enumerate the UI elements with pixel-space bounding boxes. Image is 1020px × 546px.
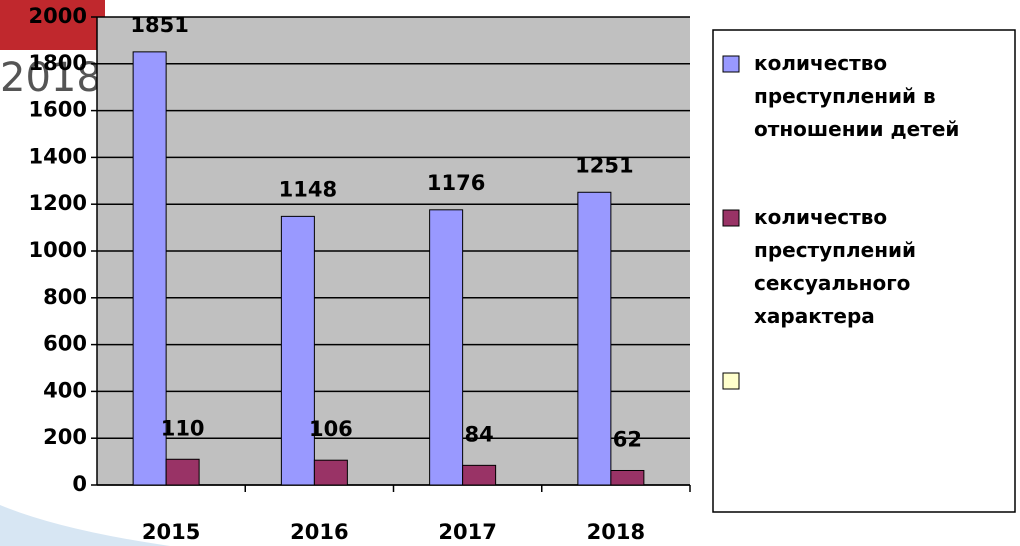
data-label: 1148 (279, 177, 337, 201)
y-tick-label: 1600 (29, 98, 87, 122)
bar (577, 191, 612, 486)
data-label: 106 (309, 417, 353, 441)
data-label: 1851 (130, 13, 188, 37)
x-tick-label: 2017 (438, 520, 496, 544)
bar (429, 209, 464, 486)
y-tick-label: 800 (43, 285, 87, 309)
data-label: 62 (613, 427, 642, 451)
y-tick-label: 1800 (29, 51, 87, 75)
legend-box (712, 29, 1016, 513)
data-label: 110 (161, 416, 205, 440)
bar (132, 51, 167, 486)
y-tick-label: 1400 (29, 144, 87, 168)
y-tick-label: 200 (43, 425, 87, 449)
data-label: 1176 (427, 171, 485, 195)
legend-label: количество преступлений сексуального характ… (754, 205, 916, 328)
bar (610, 469, 645, 486)
bar (165, 458, 200, 486)
y-tick-label: 0 (72, 472, 87, 496)
legend-swatch (722, 209, 740, 227)
legend-swatch-empty (722, 372, 740, 390)
data-label: 84 (465, 422, 494, 446)
bar (313, 459, 348, 486)
y-tick-label: 600 (43, 332, 87, 356)
decor-red-block (0, 0, 105, 50)
y-tick-label: 1000 (29, 238, 87, 262)
decor-swoosh (0, 505, 170, 546)
bar (462, 464, 497, 486)
background-text: 2018 (0, 55, 102, 101)
legend-swatch (722, 55, 740, 73)
x-tick-label: 2018 (587, 520, 645, 544)
bar (280, 215, 315, 486)
y-tick-label: 1200 (29, 191, 87, 215)
legend-label: количество преступлений в отношении детей (754, 51, 959, 141)
x-tick-label: 2016 (290, 520, 348, 544)
data-label: 1251 (575, 153, 633, 177)
y-tick-label: 2000 (29, 4, 87, 28)
x-tick-label: 2015 (142, 520, 200, 544)
y-tick-label: 400 (43, 378, 87, 402)
